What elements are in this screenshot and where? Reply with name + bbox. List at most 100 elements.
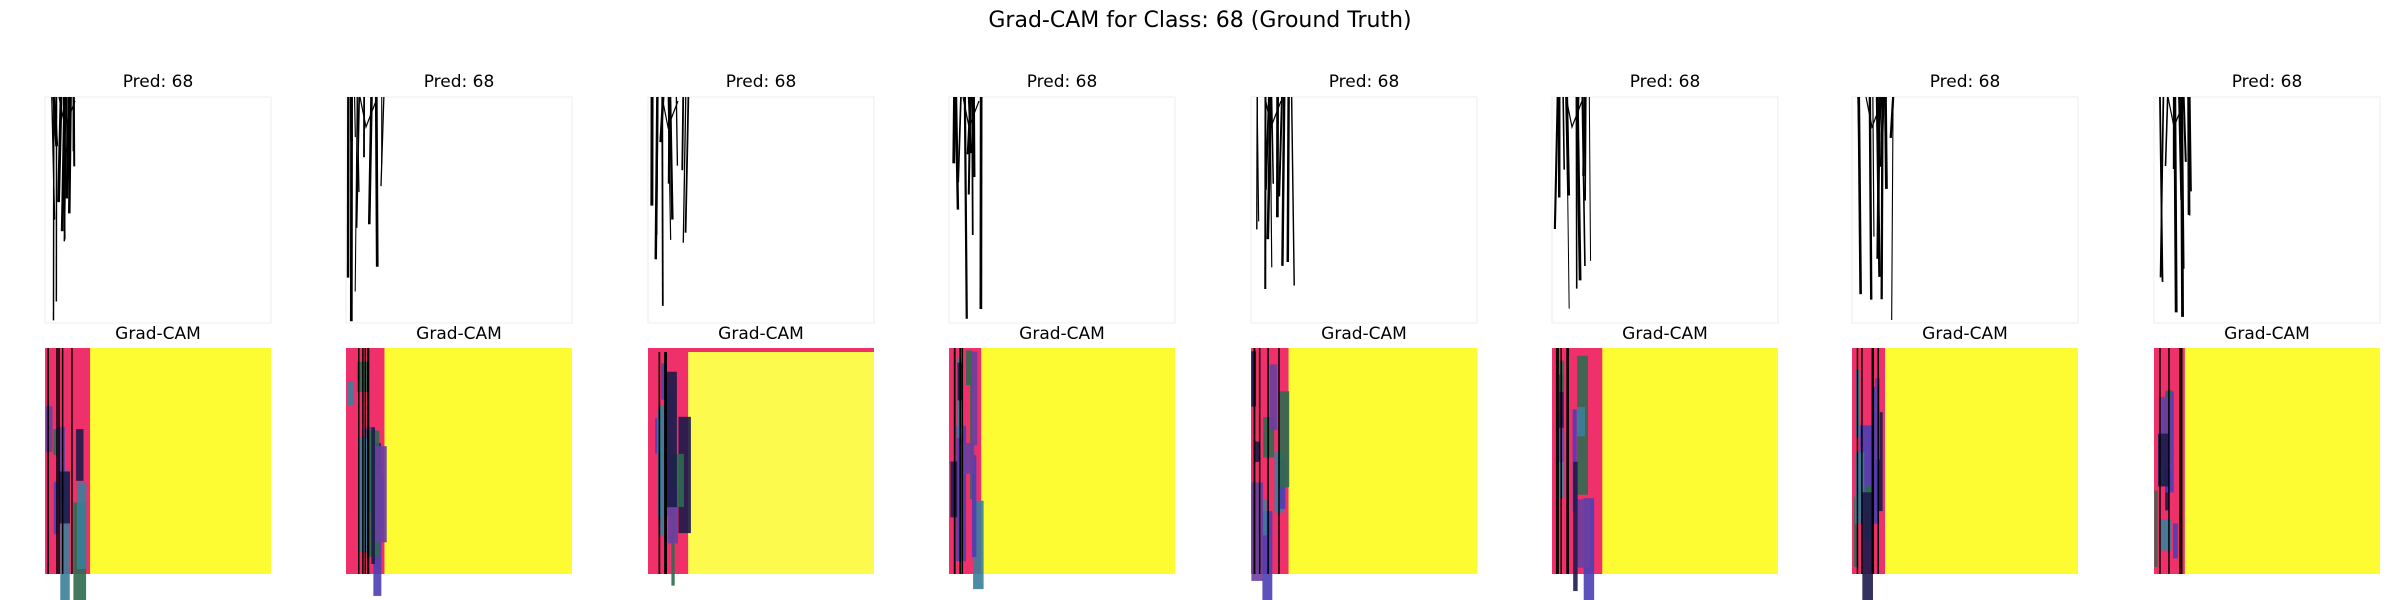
cam-image (1852, 348, 2078, 600)
stroke (675, 96, 679, 166)
panel-title: Grad-CAM (1321, 324, 1407, 344)
stroke (1553, 96, 1559, 230)
heat-region (1577, 499, 1591, 568)
input-image (1250, 96, 1478, 324)
heat-region (57, 426, 66, 500)
heat-region (2154, 490, 2158, 567)
panel-title: Pred: 68 (123, 72, 194, 92)
heat-region (371, 427, 376, 564)
heat-region (1576, 407, 1586, 437)
cam-image (1251, 348, 1477, 600)
heat-region (1251, 482, 1264, 581)
heat-region (971, 351, 978, 446)
panel-title: Pred: 68 (1630, 72, 1701, 92)
stroke (952, 96, 956, 164)
stroke (2164, 96, 2169, 167)
stroke (681, 96, 685, 171)
input-image (44, 96, 272, 324)
panel-title: Pred: 68 (2232, 72, 2303, 92)
image-frame (948, 96, 1176, 324)
heat-region (971, 455, 977, 558)
stroke (1884, 96, 1888, 189)
stroke (957, 96, 962, 183)
panel-title: Pred: 68 (1329, 72, 1400, 92)
stroke (2167, 96, 2185, 130)
stroke (1278, 96, 1283, 197)
stroke (356, 96, 360, 193)
stroke (2188, 96, 2191, 216)
heat-region (655, 418, 659, 454)
stroke (1575, 96, 1582, 281)
heat-region (1262, 511, 1273, 600)
stroke (962, 96, 980, 130)
heat-region (1862, 492, 1873, 600)
stroke (57, 96, 63, 203)
stroke (1264, 96, 1282, 130)
heat-region (60, 470, 70, 600)
stroke (354, 96, 358, 292)
stroke (1868, 96, 1873, 300)
heat-region (666, 371, 677, 508)
input-image (948, 96, 1176, 324)
heat-region (973, 500, 984, 590)
stroke (380, 96, 385, 187)
heat-region (53, 429, 58, 455)
heat-region (2173, 523, 2178, 559)
cam-image (1552, 348, 1778, 600)
heat-region (358, 437, 369, 553)
stroke (1584, 96, 1587, 201)
stroke (353, 96, 356, 138)
stroke (1581, 96, 1586, 266)
stroke (1588, 96, 1592, 261)
stroke (367, 96, 373, 225)
heat-region (53, 481, 59, 535)
stroke (1286, 96, 1290, 262)
stroke (1865, 96, 1883, 130)
image-frame (44, 96, 272, 324)
heat-region (1262, 499, 1267, 536)
panel-title: Grad-CAM (1019, 324, 1105, 344)
heat-region (59, 471, 70, 524)
input-image (1551, 96, 1779, 324)
image-frame (1852, 348, 2078, 574)
stroke (2173, 96, 2178, 313)
stroke (1562, 96, 1566, 170)
image-frame (345, 96, 573, 324)
heat-region (348, 381, 355, 406)
stroke (1565, 96, 1583, 130)
stroke (374, 96, 379, 267)
heat-region (1269, 364, 1278, 431)
stroke (954, 96, 960, 210)
stroke (1872, 96, 1875, 237)
heat-region (76, 482, 87, 570)
heat-region (1854, 452, 1865, 524)
stroke (963, 96, 968, 319)
heat-region (659, 405, 664, 537)
stroke (2159, 96, 2164, 282)
stroke (1565, 96, 1571, 196)
stroke (58, 96, 76, 130)
stroke (682, 96, 687, 243)
cam-image (45, 348, 271, 600)
stroke (972, 96, 976, 178)
image-frame (2154, 348, 2380, 574)
stroke (667, 96, 672, 240)
image-frame (2153, 96, 2381, 324)
heat-region (373, 446, 387, 543)
stroke (2182, 96, 2187, 162)
heat-region (1875, 412, 1883, 512)
heat-region (2158, 433, 2169, 487)
panel-title: Grad-CAM (1622, 324, 1708, 344)
stroke (62, 96, 66, 240)
heat-region (966, 350, 972, 386)
image-frame (1851, 96, 2079, 324)
stroke (1270, 96, 1275, 184)
stroke (1891, 96, 1894, 320)
input-image (1851, 96, 2079, 324)
image-frame (949, 348, 1175, 574)
stroke (2180, 96, 2185, 269)
stroke (2188, 96, 2192, 192)
input-image (647, 96, 875, 324)
stroke (1582, 96, 1586, 176)
stroke (1281, 96, 1286, 266)
